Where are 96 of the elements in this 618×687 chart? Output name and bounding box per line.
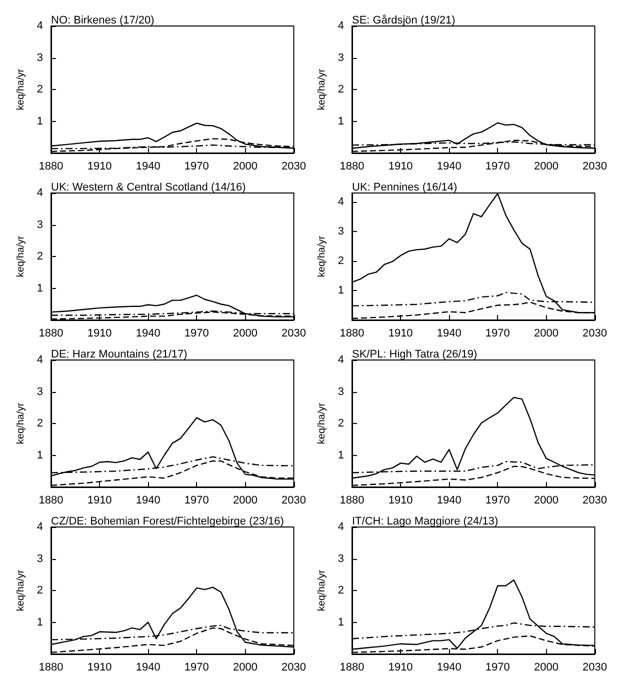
y-axis-title: keq/ha/yr [316,68,328,110]
y-tick-label: 3 [36,218,44,231]
x-tick-label: 1970 [184,328,209,340]
x-tick-label: 1940 [136,662,160,674]
y-tick-label: 3 [36,552,44,565]
chart-title: SK/PL: High Tatra (26/19) [352,348,478,360]
x-tick-label: 1940 [436,662,462,674]
x-tick-label: 1970 [485,662,510,674]
y-tick-label: 4 [36,521,44,533]
x-tick-label: 1910 [87,328,112,340]
x-tick-label: 2000 [534,160,558,172]
y-tick-label: 4 [338,354,344,366]
x-tick-label: 2030 [582,494,608,506]
y-tick-label: 2 [338,418,344,430]
y-axis-title: keq/ha/yr [316,402,328,444]
y-tick-label: 3 [36,52,44,64]
x-tick-label: 2000 [534,328,558,340]
x-tick-label: 1910 [388,494,413,506]
y-tick-label: 4 [36,354,44,366]
x-tick-label: 1880 [340,662,364,674]
y-tick-label: 1 [36,282,44,294]
x-tick-label: 1880 [340,494,364,506]
x-tick-label: 2030 [282,662,306,674]
y-axis-title: keq/ha/yr [16,569,26,612]
y-tick-label: 4 [338,20,344,32]
x-tick-label: 2000 [232,662,258,674]
x-tick-label: 1970 [485,494,510,506]
y-tick-label: 1 [36,616,44,628]
x-tick-label: 1970 [184,494,209,506]
x-tick-label: 2030 [582,662,608,674]
x-tick-label: 1910 [388,160,413,172]
x-tick-label: 2030 [582,328,608,340]
y-tick-label: 1 [338,284,344,296]
x-tick-label: 1880 [38,160,64,172]
y-tick-label: 4 [36,187,44,199]
y-tick-label: 3 [338,52,344,64]
y-axis-title: keq/ha/yr [16,68,26,110]
x-tick-label: 2030 [282,494,306,506]
chart-title: IT/CH: Lago Maggiore (24/13) [352,516,498,528]
y-tick-label: 1 [338,115,344,128]
x-tick-label: 1910 [388,662,413,674]
x-tick-label: 2000 [232,494,258,506]
x-tick-label: 2000 [534,662,558,674]
chart-title: SE: Gårdsjön (19/21) [352,14,456,26]
y-axis-title: keq/ha/yr [316,235,328,278]
x-tick-label: 1910 [388,328,413,340]
x-tick-label: 1970 [184,662,209,674]
x-tick-label: 2030 [282,328,306,340]
x-tick-label: 2030 [582,160,608,172]
y-tick-label: 4 [338,521,344,533]
y-tick-label: 2 [36,84,44,96]
chart-title: CZ/DE: Bohemian Forest/Fichtelgebirge (23/16) [51,516,284,528]
x-tick-label: 2000 [232,160,258,172]
chart-title: DE: Harz Mountains (21/17) [51,348,188,360]
chart-title: UK: Pennines (16/14) [352,182,458,194]
x-tick-label: 1970 [485,328,510,340]
y-tick-label: 4 [338,196,344,208]
x-tick-label: 1910 [87,662,112,674]
x-tick-label: 1940 [436,160,462,172]
chart-title: UK: Western & Central Scotland (14/16) [51,182,246,194]
x-tick-label: 1880 [38,662,64,674]
x-tick-label: 1940 [436,328,462,340]
chart-title: NO: Birkenes (17/20) [51,14,154,26]
x-tick-label: 1880 [340,328,364,340]
y-tick-label: 2 [338,84,344,96]
x-tick-label: 1880 [38,328,64,340]
x-tick-label: 2030 [282,160,306,172]
y-tick-label: 2 [338,254,344,267]
y-tick-label: 3 [338,225,344,238]
y-tick-label: 1 [338,616,344,628]
y-tick-label: 2 [36,418,44,430]
y-tick-label: 3 [338,386,344,398]
x-tick-label: 1970 [485,160,510,172]
x-tick-label: 1880 [38,494,64,506]
y-tick-label: 3 [338,552,344,565]
y-axis-title: keq/ha/yr [16,402,26,444]
y-axis-title: keq/ha/yr [16,235,26,278]
x-tick-label: 1940 [136,328,160,340]
x-tick-label: 1910 [87,494,112,506]
y-tick-label: 4 [36,20,44,32]
x-tick-label: 2000 [534,494,558,506]
x-tick-label: 1970 [184,160,209,172]
y-tick-label: 1 [338,449,344,462]
x-tick-label: 1910 [87,160,112,172]
x-tick-label: 2000 [232,328,258,340]
x-tick-label: 1940 [436,494,462,506]
x-tick-label: 1880 [340,160,364,172]
y-axis-title: keq/ha/yr [316,569,328,612]
y-tick-label: 1 [36,115,44,128]
y-tick-label: 3 [36,386,44,398]
x-tick-label: 1940 [136,160,160,172]
x-tick-label: 1940 [136,494,160,506]
y-tick-label: 1 [36,449,44,462]
y-tick-label: 2 [36,584,44,596]
y-tick-label: 2 [338,584,344,596]
y-tick-label: 2 [36,250,44,262]
